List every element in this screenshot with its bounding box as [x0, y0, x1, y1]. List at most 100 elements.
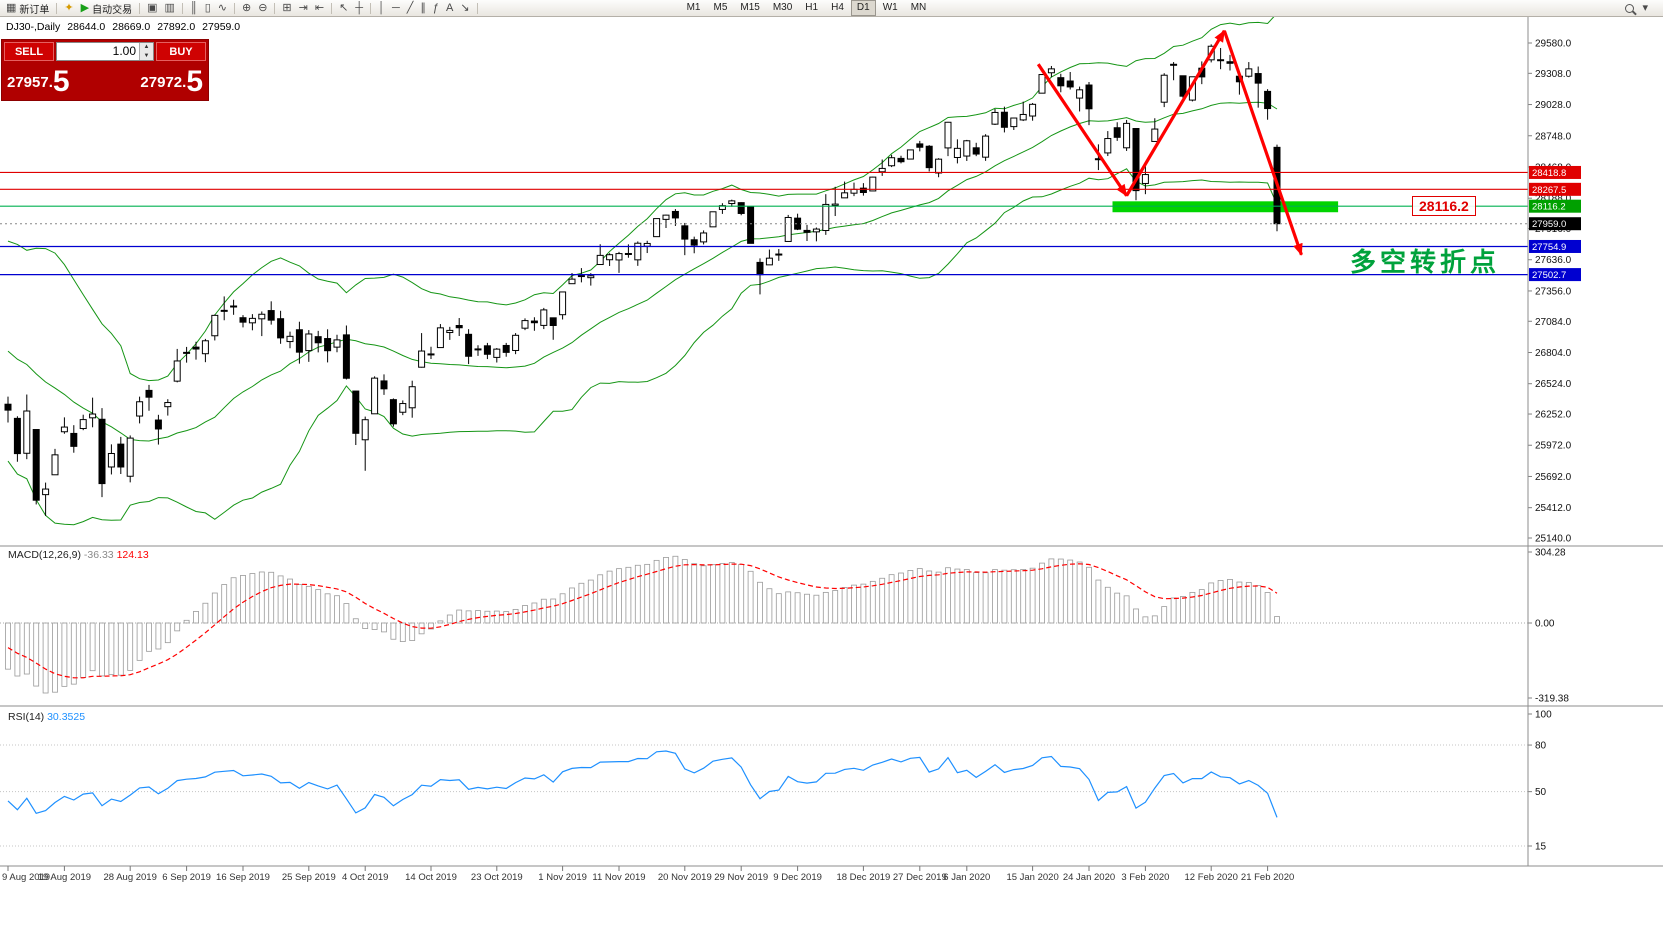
buy-price[interactable]: 27972. 5	[137, 61, 206, 98]
candle-body	[145, 389, 153, 398]
candle-body	[1160, 74, 1168, 103]
date-label: 29 Nov 2019	[714, 872, 768, 883]
profiles-icon: ▥	[164, 1, 175, 14]
macd-histogram-bar	[1067, 559, 1074, 624]
candle-body	[418, 350, 426, 368]
auto-scroll-icon[interactable]: ⇥	[296, 1, 311, 16]
date-label: 20 Nov 2019	[658, 872, 712, 883]
trendline-icon[interactable]: ╱	[404, 1, 417, 16]
bar-chart-icon[interactable]: ║	[187, 1, 201, 16]
candle-body	[935, 158, 943, 174]
new-order-button[interactable]: ▦ 新订单	[3, 1, 52, 16]
macd-histogram-bar	[136, 622, 143, 661]
autotrading-button[interactable]: ▶ 自动交易	[78, 1, 135, 16]
macd-histogram-bar	[1189, 591, 1196, 624]
trend-arrow[interactable]	[1125, 29, 1226, 197]
macd-histogram-bar	[305, 585, 312, 624]
macd-histogram-bar	[550, 598, 557, 624]
timeframe-mn[interactable]: MN	[910, 2, 927, 13]
macd-histogram-bar	[869, 580, 876, 624]
layouts-icon[interactable]: ▣	[144, 1, 160, 16]
chart-shift-icon[interactable]: ⇤	[312, 1, 327, 16]
candle-body	[869, 176, 877, 192]
vertical-line-icon[interactable]: │	[375, 1, 388, 16]
arrows-icon[interactable]: ↘	[457, 1, 472, 16]
macd-histogram-bar	[522, 605, 528, 624]
macd-histogram-bar	[822, 591, 829, 624]
candle-body	[1019, 113, 1027, 121]
candle-body	[286, 335, 294, 343]
candle-body	[756, 261, 764, 276]
toolbar-separator	[233, 2, 235, 14]
metaeditor-icon[interactable]: ✦	[61, 1, 76, 16]
candle-body	[13, 417, 21, 455]
macd-histogram-bar	[52, 622, 58, 693]
volume-value[interactable]: 1.00	[112, 44, 136, 58]
toolbar-separator	[181, 2, 183, 14]
candle-body	[963, 140, 971, 157]
macd-histogram-bar	[493, 610, 500, 624]
macd-histogram-bar	[446, 614, 453, 624]
macd-histogram-bar	[315, 589, 322, 624]
macd-histogram-bar	[475, 610, 481, 624]
macd-histogram-bar	[1198, 589, 1205, 624]
candle-body	[1179, 75, 1187, 97]
trend-arrow[interactable]	[1036, 63, 1128, 197]
timeframe-m30[interactable]: M30	[772, 2, 793, 13]
crosshair-icon[interactable]: ┼	[352, 1, 366, 16]
volume-down-button[interactable]: ▼	[140, 51, 153, 60]
macd-histogram-bar	[757, 581, 763, 624]
date-label: 12 Feb 2020	[1185, 872, 1238, 883]
candle-body	[549, 317, 557, 327]
tile-windows-icon[interactable]: ⊞	[279, 1, 294, 16]
candle-body	[925, 145, 933, 169]
profiles-icon[interactable]: ▥	[162, 1, 178, 16]
line-chart-icon[interactable]: ∿	[215, 1, 230, 16]
trend-arrow[interactable]	[1222, 30, 1303, 256]
candle-body	[1113, 127, 1121, 138]
timeframe-m1[interactable]: M1	[686, 2, 701, 13]
timeframe-w1[interactable]: W1	[882, 2, 898, 13]
sell-button[interactable]: SELL	[4, 42, 54, 61]
sell-price-main: 27957.	[7, 74, 53, 91]
zoom-out-icon: ⊖	[258, 1, 268, 14]
macd-histogram-bar	[1001, 569, 1008, 624]
candle-body	[530, 320, 538, 324]
text-label-icon: A	[446, 1, 454, 14]
candle-body	[446, 329, 454, 334]
channel-icon[interactable]: ∥	[417, 1, 429, 16]
toolbar-overflow-icon[interactable]: ▾	[1642, 1, 1648, 14]
candle-body	[671, 210, 679, 219]
candle-body	[248, 317, 256, 324]
zoom-out-icon[interactable]: ⊖	[255, 1, 270, 16]
search-icon[interactable]	[1625, 3, 1635, 13]
date-label: 25 Sep 2019	[282, 872, 336, 883]
candle-body	[107, 452, 115, 468]
sell-price[interactable]: 27957. 5	[4, 61, 73, 98]
macd-histogram-bar	[794, 592, 801, 624]
candlestick-chart-icon[interactable]: ▯	[202, 1, 214, 16]
zoom-in-icon[interactable]: ⊕	[239, 1, 254, 16]
candle-body	[192, 346, 200, 350]
support-price-callout: 28116.2	[1412, 196, 1476, 216]
volume-spinbox[interactable]: 1.00 ▲ ▼	[56, 42, 154, 61]
timeframe-d1[interactable]: D1	[850, 0, 876, 16]
cursor-icon[interactable]: ↖	[336, 1, 351, 16]
volume-up-button[interactable]: ▲	[140, 43, 153, 52]
buy-button[interactable]: BUY	[156, 42, 206, 61]
fibonacci-icon: ƒ	[432, 1, 440, 14]
macd-histogram-bar	[512, 608, 519, 624]
candle-body	[559, 291, 567, 316]
fibonacci-icon[interactable]: ƒ	[430, 1, 442, 16]
timeframe-m5[interactable]: M5	[713, 2, 728, 13]
date-label: 15 Jan 2020	[1006, 872, 1058, 883]
timeframe-m15[interactable]: M15	[740, 2, 760, 13]
timeframe-h4[interactable]: H4	[831, 2, 844, 13]
text-label-icon[interactable]: A	[443, 1, 456, 16]
horizontal-line-icon[interactable]: ─	[389, 1, 403, 16]
candle-body	[389, 399, 397, 425]
timeframe-h1[interactable]: H1	[805, 2, 819, 13]
macd-histogram-bar	[268, 571, 275, 624]
